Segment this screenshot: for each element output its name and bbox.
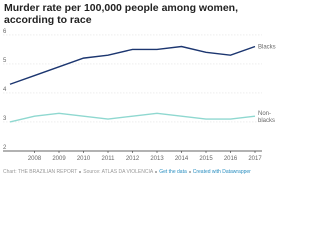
- y-tick-label: 5: [3, 58, 7, 64]
- x-tick-label: 2015: [199, 156, 213, 162]
- x-tick-label: 2014: [175, 156, 189, 162]
- series-label: Blacks: [258, 45, 276, 51]
- x-tick-label: 2008: [28, 156, 42, 162]
- chart-title: Murder rate per 100,000 people among wom…: [4, 2, 238, 26]
- separator: [188, 170, 191, 173]
- datawrapper-link[interactable]: Created with Datawrapper: [192, 169, 251, 175]
- footer: Chart: THE BRAZILIAN REPORT Source: ATLAS…: [3, 169, 251, 175]
- separator: [155, 170, 158, 173]
- footer-credit: Chart: THE BRAZILIAN REPORT: [3, 169, 78, 175]
- chart: 2 3 4 5 6 2008 2009 2010 2011 2012 2013 2014 2015 201…: [3, 29, 276, 162]
- series-label: Non-blacks: [258, 111, 275, 124]
- x-tick-label: 2011: [102, 156, 116, 162]
- series-line: [9, 45, 256, 85]
- series-line: [9, 112, 256, 123]
- x-tick-label: 2016: [224, 156, 238, 162]
- page: {"chart_data": {"type": "line", "title":…: [3, 2, 276, 175]
- x-tick-label: 2012: [126, 156, 140, 162]
- x-tick-label: 2017: [248, 156, 262, 162]
- x-tick-label: 2013: [150, 156, 164, 162]
- y-tick-label: 4: [3, 87, 7, 93]
- separator: [79, 170, 82, 173]
- footer-source: Source: ATLAS DA VIOLENCIA: [83, 169, 154, 175]
- data-link[interactable]: Get the data: [159, 169, 187, 175]
- y-tick-label: 6: [3, 29, 7, 35]
- x-tick-label: 2010: [77, 156, 91, 162]
- y-tick-label: 2: [3, 145, 7, 151]
- x-tick-label: 2009: [52, 156, 66, 162]
- y-tick-label: 3: [3, 116, 7, 122]
